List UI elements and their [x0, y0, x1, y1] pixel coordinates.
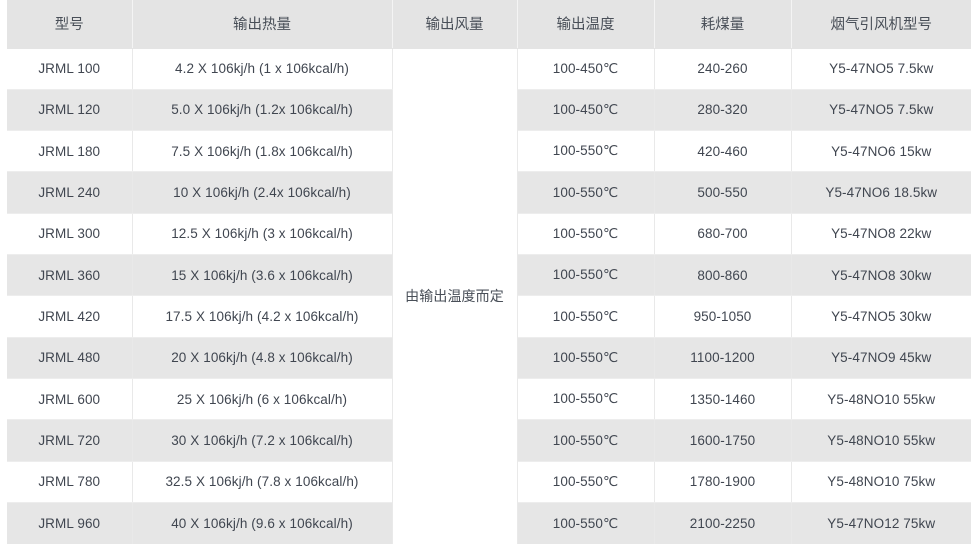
cell-flue-gas-fan-model: Y5-48NO10 75kw — [791, 461, 971, 504]
column-header-output-temperature: 输出温度 — [517, 0, 655, 49]
table-row: JRML 120 5.0 X 106kj/h (1.2x 106kcal/h) 10… — [7, 89, 971, 132]
cell-model: JRML 420 — [7, 295, 133, 338]
column-header-flue-gas-fan-model: 烟气引风机型号 — [791, 0, 971, 49]
cell-coal-consumption: 2100-2250 — [654, 502, 792, 544]
cell-output-heat: 25 X 106kj/h (6 x 106kcal/h) — [132, 378, 393, 421]
cell-output-temperature: 100-550℃ — [517, 502, 655, 544]
cell-flue-gas-fan-model: Y5-47NO5 7.5kw — [791, 89, 971, 132]
cell-coal-consumption: 280-320 — [654, 89, 792, 132]
cell-output-temperature: 100-550℃ — [517, 213, 655, 256]
cell-coal-consumption: 950-1050 — [654, 295, 792, 338]
cell-model: JRML 780 — [7, 461, 133, 504]
cell-flue-gas-fan-model: Y5-47NO5 7.5kw — [791, 48, 971, 90]
cell-output-heat: 20 X 106kj/h (4.8 x 106kcal/h) — [132, 337, 393, 380]
cell-coal-consumption: 1350-1460 — [654, 378, 792, 421]
cell-model: JRML 180 — [7, 130, 133, 173]
cell-output-heat: 5.0 X 106kj/h (1.2x 106kcal/h) — [132, 89, 393, 132]
table-row: JRML 240 10 X 106kj/h (2.4x 106kcal/h) 100… — [7, 171, 971, 214]
table-row: JRML 420 17.5 X 106kj/h (4.2 x 106kcal/h)… — [7, 295, 971, 338]
cell-coal-consumption: 500-550 — [654, 171, 792, 214]
cell-model: JRML 240 — [7, 171, 133, 214]
table-row: JRML 180 7.5 X 106kj/h (1.8x 106kcal/h) 10… — [7, 130, 971, 173]
cell-output-heat: 10 X 106kj/h (2.4x 106kcal/h) — [132, 171, 393, 214]
cell-output-temperature: 100-450℃ — [517, 48, 655, 90]
cell-output-temperature: 100-550℃ — [517, 130, 655, 173]
cell-flue-gas-fan-model: Y5-48NO10 55kw — [791, 419, 971, 462]
cell-output-temperature: 100-450℃ — [517, 89, 655, 132]
cell-coal-consumption: 1100-1200 — [654, 337, 792, 380]
cell-output-temperature: 100-550℃ — [517, 419, 655, 462]
cell-model: JRML 100 — [7, 48, 133, 90]
cell-flue-gas-fan-model: Y5-47NO8 30kw — [791, 254, 971, 297]
table-row: JRML 600 25 X 106kj/h (6 x 106kcal/h) 100-… — [7, 378, 971, 421]
cell-output-air-volume-merged: 由输出温度而定 — [391, 48, 518, 544]
cell-flue-gas-fan-model: Y5-47NO6 15kw — [791, 130, 971, 173]
cell-model: JRML 300 — [7, 213, 133, 256]
table-row: JRML 480 20 X 106kj/h (4.8 x 106kcal/h) 10… — [7, 337, 971, 380]
cell-output-heat: 17.5 X 106kj/h (4.2 x 106kcal/h) — [132, 295, 393, 338]
table-header: 型号 输出热量 输出风量 输出温度 耗煤量 烟气引风机型号 — [7, 0, 971, 49]
column-header-coal-consumption: 耗煤量 — [654, 0, 792, 49]
cell-coal-consumption: 800-860 — [654, 254, 792, 297]
cell-output-temperature: 100-550℃ — [517, 461, 655, 504]
cell-model: JRML 960 — [7, 502, 133, 544]
cell-flue-gas-fan-model: Y5-47NO8 22kw — [791, 213, 971, 256]
cell-output-heat: 15 X 106kj/h (3.6 x 106kcal/h) — [132, 254, 393, 297]
cell-output-heat: 32.5 X 106kj/h (7.8 x 106kcal/h) — [132, 461, 393, 504]
table-row: JRML 720 30 X 106kj/h (7.2 x 106kcal/h) 10… — [7, 419, 971, 462]
cell-flue-gas-fan-model: Y5-47NO6 18.5kw — [791, 171, 971, 214]
cell-output-temperature: 100-550℃ — [517, 254, 655, 297]
cell-output-heat: 4.2 X 106kj/h (1 x 106kcal/h) — [132, 48, 393, 90]
column-header-model: 型号 — [7, 0, 133, 49]
cell-coal-consumption: 420-460 — [654, 130, 792, 173]
cell-output-heat: 12.5 X 106kj/h (3 x 106kcal/h) — [132, 213, 393, 256]
cell-coal-consumption: 680-700 — [654, 213, 792, 256]
cell-output-temperature: 100-550℃ — [517, 337, 655, 380]
cell-output-temperature: 100-550℃ — [517, 378, 655, 421]
cell-model: JRML 600 — [7, 378, 133, 421]
cell-model: JRML 720 — [7, 419, 133, 462]
cell-output-temperature: 100-550℃ — [517, 171, 655, 214]
cell-coal-consumption: 1600-1750 — [654, 419, 792, 462]
cell-model: JRML 360 — [7, 254, 133, 297]
cell-output-heat: 40 X 106kj/h (9.6 x 106kcal/h) — [132, 502, 393, 544]
cell-output-heat: 30 X 106kj/h (7.2 x 106kcal/h) — [132, 419, 393, 462]
boiler-spec-table: 型号 输出热量 输出风量 输出温度 耗煤量 烟气引风机型号 JRML 100 4.… — [7, 0, 971, 544]
table-body: JRML 100 4.2 X 106kj/h (1 x 106kcal/h) 由输出… — [7, 48, 971, 544]
table-row: JRML 100 4.2 X 106kj/h (1 x 106kcal/h) 由输出… — [7, 48, 971, 544]
cell-model: JRML 480 — [7, 337, 133, 380]
cell-model: JRML 120 — [7, 89, 133, 132]
table-row: JRML 300 12.5 X 106kj/h (3 x 106kcal/h) 10… — [7, 213, 971, 256]
cell-flue-gas-fan-model: Y5-48NO10 55kw — [791, 378, 971, 421]
cell-flue-gas-fan-model: Y5-47NO5 30kw — [791, 295, 971, 338]
table-row: JRML 780 32.5 X 106kj/h (7.8 x 106kcal/h)… — [7, 461, 971, 504]
column-header-output-air-volume: 输出风量 — [392, 0, 518, 49]
cell-coal-consumption: 1780-1900 — [654, 461, 792, 504]
cell-coal-consumption: 240-260 — [654, 48, 792, 90]
table-row: JRML 360 15 X 106kj/h (3.6 x 106kcal/h) 10… — [7, 254, 971, 297]
cell-output-heat: 7.5 X 106kj/h (1.8x 106kcal/h) — [132, 130, 393, 173]
cell-output-temperature: 100-550℃ — [517, 295, 655, 338]
column-header-output-heat: 输出热量 — [132, 0, 393, 49]
table-header-row: 型号 输出热量 输出风量 输出温度 耗煤量 烟气引风机型号 — [7, 0, 971, 49]
cell-flue-gas-fan-model: Y5-47NO9 45kw — [791, 337, 971, 380]
table-row: JRML 960 40 X 106kj/h (9.6 x 106kcal/h) 10… — [7, 502, 971, 544]
cell-flue-gas-fan-model: Y5-47NO12 75kw — [791, 502, 971, 544]
